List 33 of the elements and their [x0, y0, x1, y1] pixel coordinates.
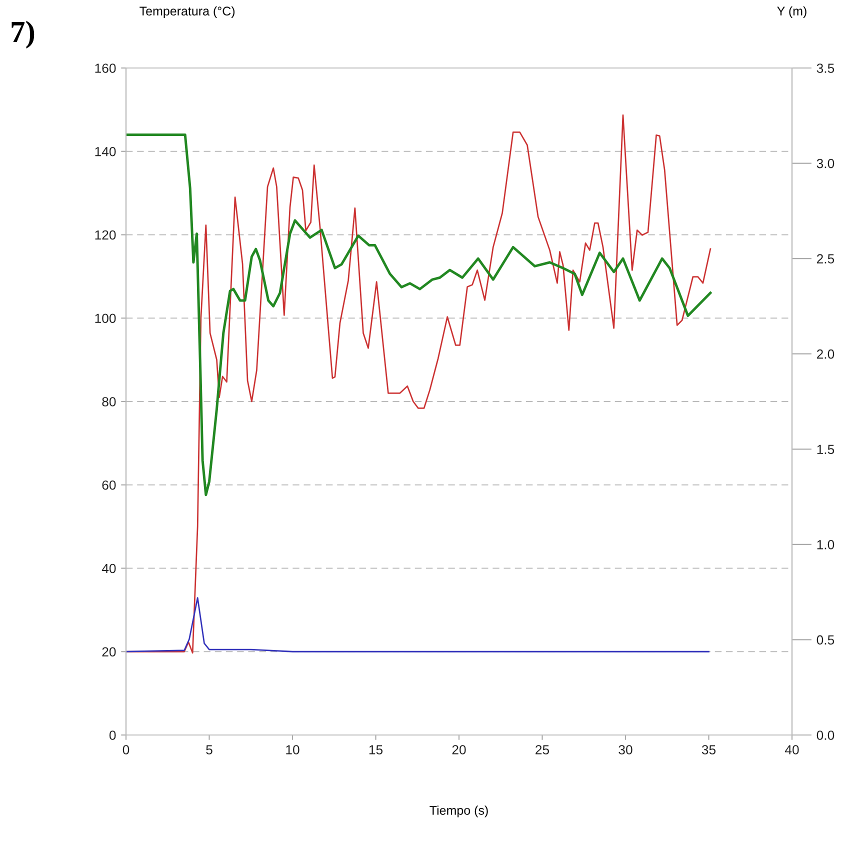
y-tick-label: 20	[102, 647, 116, 657]
x-tick-label: 25	[536, 745, 550, 754]
y2-tick-label: 1.5	[817, 444, 834, 454]
y-axis-title: Temperatura (°C)	[140, 6, 235, 18]
x-tick-label: 0	[122, 745, 130, 754]
y-tick-label: 60	[102, 480, 116, 490]
y-tick-label: 160	[95, 64, 116, 73]
y2-tick-label: 3.5	[816, 64, 834, 73]
x-tick-label: 20	[452, 745, 466, 754]
y2-tick-label: 0.5	[816, 635, 834, 645]
x-tick-label: 40	[784, 745, 799, 754]
y-tick-label: 120	[95, 230, 116, 240]
line-series	[126, 597, 710, 652]
y2-tick-label: 2.5	[816, 254, 834, 264]
text: 7)	[12, 20, 34, 49]
x-tick-label: 35	[702, 745, 716, 754]
x-tick-label: 5	[206, 745, 212, 754]
x-tick-label: 30	[618, 745, 632, 754]
x-tick-label: 15	[369, 745, 383, 754]
y2-tick-label: 3.0	[816, 158, 834, 168]
y-tick-label: 0	[109, 730, 116, 740]
y2-tick-label: 0.0	[816, 730, 834, 740]
y-tick-label: 80	[102, 397, 116, 406]
x-axis-title: Tiempo (s)	[430, 806, 488, 818]
y-tick-label: 40	[102, 564, 116, 574]
x-tick-label: 10	[286, 745, 300, 754]
y2-tick-label: 2.0	[816, 349, 834, 359]
line-series	[126, 133, 712, 496]
y-tick-label: 140	[95, 146, 116, 156]
y2-axis-title: Y (m)	[777, 6, 806, 18]
line-series	[126, 114, 712, 654]
y2-tick-label: 1.0	[817, 540, 834, 550]
y-tick-label: 100	[95, 314, 116, 324]
